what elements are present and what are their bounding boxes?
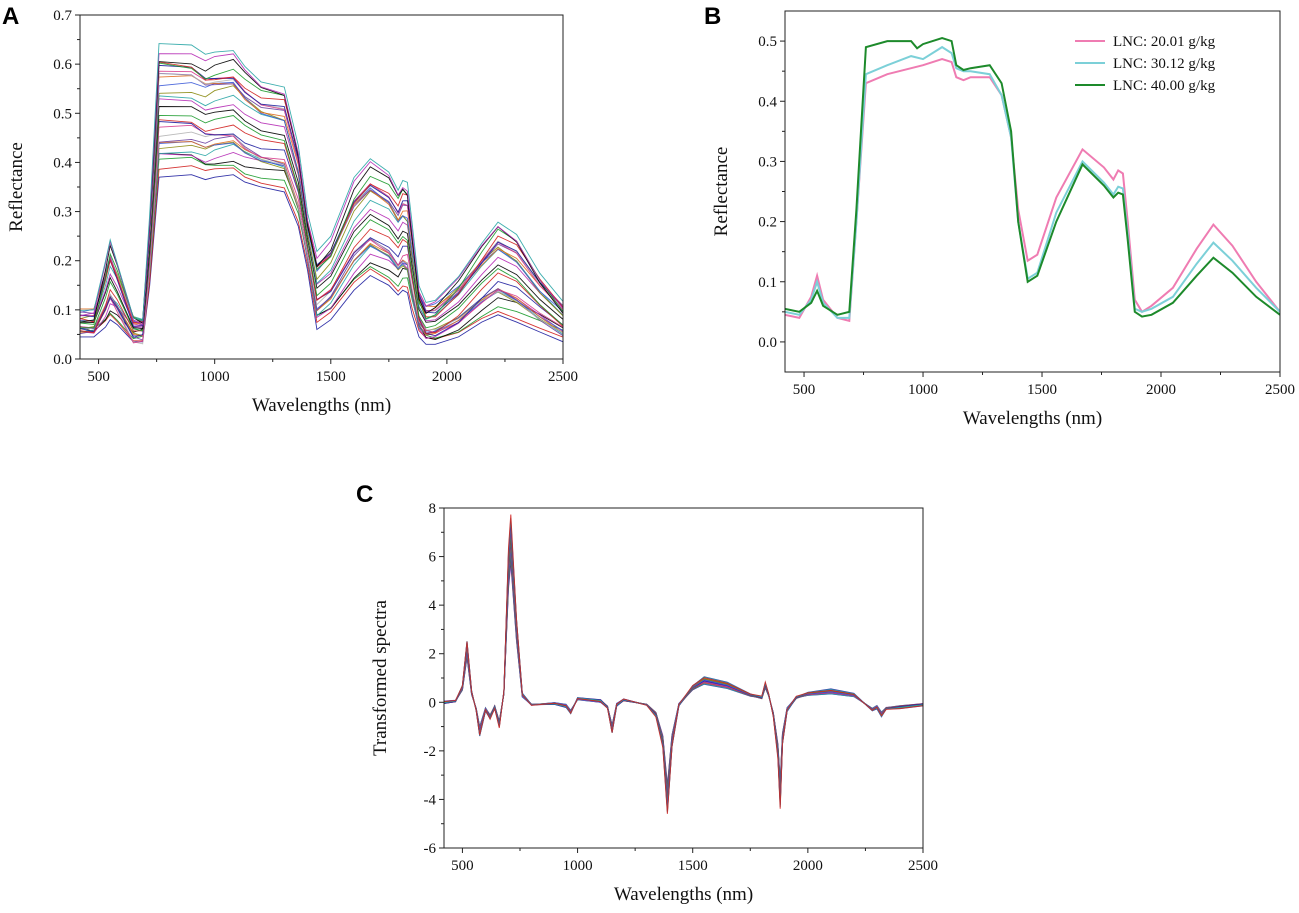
- series-line-c-19: [444, 514, 923, 814]
- y-axis-title-a: Reflectance: [6, 142, 27, 232]
- series-line-a-14: [80, 114, 563, 332]
- x-tick-label-a-4: 2500: [548, 369, 578, 385]
- series-line-c-10: [444, 539, 923, 801]
- y-tick-label-c-5: 4: [429, 598, 437, 614]
- series-line-c-9: [444, 540, 923, 799]
- x-axis-title-b: Wavelengths (nm): [963, 408, 1102, 429]
- y-tick-label-a-2: 0.2: [53, 254, 72, 270]
- series-line-c-7: [444, 545, 923, 796]
- series-line-c-11: [444, 536, 923, 802]
- legend-label-1: LNC: 30.12 g/kg: [1113, 56, 1216, 72]
- series-line-c-4: [444, 554, 923, 792]
- chart-panel-c: 500 1000 1500 2000 2500 -6 -4 -2 0 2 4 6 8 Wavelength…: [370, 501, 938, 905]
- panel-letter-b: B: [704, 3, 721, 30]
- plot-frame-c: [443, 507, 924, 849]
- series-line-c-17: [444, 521, 923, 812]
- series-line-b-2: [785, 37, 1280, 318]
- x-tick-label-b-2: 1500: [1027, 382, 1057, 398]
- y-tick-label-a-1: 0.1: [53, 303, 72, 319]
- y-tick-label-a-5: 0.5: [53, 106, 72, 122]
- x-tick-label-b-3: 2000: [1146, 382, 1176, 398]
- y-tick-label-c-1: -4: [424, 792, 437, 808]
- data-layer-b: [785, 37, 1280, 323]
- y-tick-label-a-6: 0.6: [53, 57, 72, 73]
- y-tick-label-b-2: 0.2: [758, 215, 777, 231]
- x-tick-label-b-4: 2500: [1265, 382, 1295, 398]
- series-line-c-3: [444, 556, 923, 790]
- y-tick-label-b-1: 0.1: [758, 275, 777, 291]
- y-tick-label-c-7: 8: [429, 501, 437, 517]
- x-tick-label-c-3: 2000: [793, 858, 823, 874]
- y-tick-label-b-3: 0.3: [758, 154, 777, 170]
- series-line-c-8: [444, 542, 923, 798]
- series-line-a-19: [80, 81, 563, 326]
- y-tick-label-a-0: 0.0: [53, 352, 72, 368]
- y-tick-label-b-0: 0.0: [758, 335, 777, 351]
- series-line-a-27: [80, 58, 563, 324]
- series-line-c-12: [444, 533, 923, 804]
- series-line-a-9: [80, 135, 563, 341]
- panel-letter-c: C: [356, 481, 373, 508]
- series-line-c-18: [444, 518, 923, 813]
- y-axis-title-c: Transformed spectra: [370, 599, 391, 756]
- data-layer-c: [444, 514, 923, 814]
- series-line-c-13: [444, 529, 923, 805]
- series-line-c-6: [444, 548, 923, 795]
- x-tick-label-a-0: 500: [87, 369, 110, 385]
- series-line-c-2: [444, 557, 923, 788]
- y-tick-label-c-3: 0: [429, 695, 437, 711]
- y-tick-label-b-5: 0.5: [758, 34, 777, 50]
- legend-label-2: LNC: 40.00 g/kg: [1113, 78, 1216, 94]
- series-line-c-16: [444, 523, 923, 810]
- y-tick-label-c-6: 6: [429, 550, 437, 566]
- y-tick-label-c-4: 2: [429, 647, 437, 663]
- x-tick-label-a-3: 2000: [432, 369, 462, 385]
- series-line-c-0: [444, 563, 923, 785]
- x-tick-label-b-0: 500: [793, 382, 816, 398]
- y-tick-label-c-2: -2: [424, 744, 437, 760]
- legend-label-0: LNC: 20.01 g/kg: [1113, 34, 1216, 50]
- series-line-a-15: [80, 106, 563, 330]
- x-tick-label-c-4: 2500: [908, 858, 938, 874]
- series-line-a-10: [80, 131, 563, 345]
- y-tick-label-c-0: -6: [424, 841, 437, 857]
- series-line-a-28: [80, 53, 563, 326]
- chart-panel-b: 500 1000 1500 2000 2500 0.0 0.1 0.2 0.3 0.4 0.5 Wav…: [711, 10, 1295, 429]
- x-tick-label-b-1: 1000: [908, 382, 938, 398]
- x-tick-label-c-0: 500: [451, 858, 474, 874]
- series-line-c-15: [444, 525, 923, 808]
- y-tick-label-a-4: 0.4: [53, 155, 72, 171]
- series-line-c-1: [444, 560, 923, 787]
- x-tick-label-c-2: 1500: [678, 858, 708, 874]
- chart-panel-a: 500 1000 1500 2000 2500 0.0 0.1 0.2 0.3 0.4 0.5 0.6…: [6, 8, 578, 416]
- series-line-c-5: [444, 552, 923, 793]
- panel-letter-a: A: [2, 3, 19, 30]
- x-tick-label-a-1: 1000: [200, 369, 230, 385]
- x-tick-label-c-1: 1000: [563, 858, 593, 874]
- y-axis-title-b: Reflectance: [711, 147, 732, 237]
- data-layer-a: [80, 43, 563, 345]
- y-tick-label-a-7: 0.7: [53, 8, 72, 24]
- x-axis-title-c: Wavelengths (nm): [614, 884, 753, 905]
- series-line-c-14: [444, 526, 923, 807]
- y-tick-label-a-3: 0.3: [53, 205, 72, 221]
- series-line-a-29: [80, 43, 563, 322]
- x-tick-label-a-2: 1500: [316, 369, 346, 385]
- x-axis-title-a: Wavelengths (nm): [252, 395, 391, 416]
- y-tick-label-b-4: 0.4: [758, 94, 777, 110]
